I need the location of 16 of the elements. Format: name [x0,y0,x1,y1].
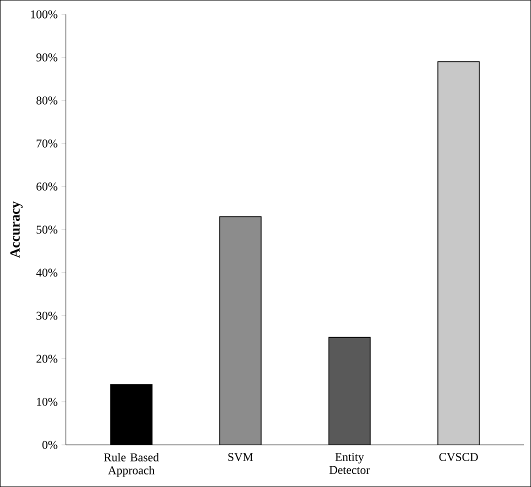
y-tick-label: 40% [36,268,58,277]
y-tick-label: 10% [37,398,58,406]
x-tick-label: Rule Based Approach [104,452,159,477]
y-tick-label: 50% [36,226,58,234]
y-tick-label: 0% [42,440,58,449]
x-tick-label: SVM [228,452,253,462]
y-tick-label: 90% [36,53,58,62]
y-tick-label: 70% [36,139,58,148]
x-tick-label: Entity Detector [329,452,370,474]
y-tick-label: 30% [36,312,58,320]
x-tick-label: CVSCD [439,452,478,462]
y-tick-label: 20% [36,354,58,363]
y-tick-label: 60% [36,182,58,191]
y-axis-title: Accuracy [10,201,23,258]
y-tick-label: 100% [31,10,58,18]
y-tick-label: 80% [36,96,58,104]
